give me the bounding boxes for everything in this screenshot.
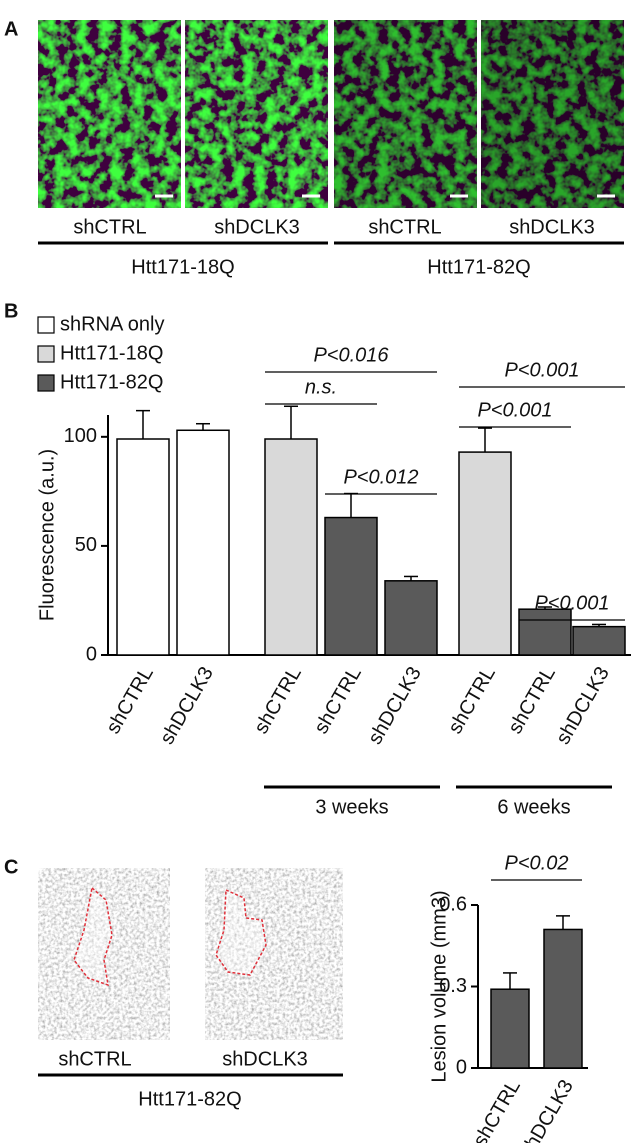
image [38, 868, 170, 1040]
caption: shDCLK3 [214, 216, 300, 238]
y-tick-label: 50 [75, 534, 97, 556]
significance-label: P<0.016 [313, 344, 389, 366]
micrographs [38, 20, 624, 208]
bar [116, 438, 170, 656]
x-tick-label: shCTRL [250, 663, 306, 738]
significance-label: P<0.02 [505, 852, 569, 874]
bar [264, 438, 318, 656]
image [334, 20, 477, 208]
legend-label: Htt171-82Q [60, 371, 163, 393]
y-axis-label: Fluorescence (a.u.) [36, 449, 58, 621]
caption: shCTRL [368, 216, 441, 238]
bar [176, 429, 230, 656]
legend-swatch [37, 374, 55, 392]
bar [518, 608, 572, 656]
caption: shCTRL [58, 1048, 131, 1070]
image [185, 20, 328, 208]
group-label: Htt171-18Q [131, 256, 234, 278]
significance-label: P<0.001 [504, 359, 579, 381]
x-tick-label: shDCLK3 [552, 663, 614, 748]
panel-label: C [4, 856, 18, 878]
panel-label: A [4, 18, 18, 40]
panel-label: B [4, 300, 18, 322]
bar [458, 451, 512, 656]
caption: shDCLK3 [509, 216, 595, 238]
legend-label: Htt171-18Q [60, 342, 163, 364]
x-tick-label: shDCLK3 [156, 663, 218, 748]
x-tick-label: shCTRL [444, 663, 500, 738]
x-tick-label: shCTRL [102, 663, 158, 738]
y-tick-label: 0 [86, 643, 97, 665]
group-label: 3 weeks [315, 796, 388, 818]
significance-label: P<0.001 [477, 399, 552, 421]
y-axis-label: Lesion volume (mm3) [428, 890, 450, 1082]
x-tick-label: shCTRL [504, 663, 560, 738]
bar [324, 516, 378, 656]
significance-label: P<0.001 [534, 592, 609, 614]
x-tick-label: shDCLK3 [516, 1076, 578, 1143]
bar [490, 988, 530, 1069]
y-tick-label: 0.3 [439, 975, 467, 997]
bar [572, 625, 626, 656]
image [38, 20, 181, 208]
bar [384, 580, 438, 656]
group-label: 6 weeks [497, 796, 570, 818]
caption: shDCLK3 [222, 1048, 308, 1070]
x-tick-label: shDCLK3 [364, 663, 426, 748]
bar [543, 928, 583, 1069]
y-tick-label: 100 [64, 425, 97, 447]
x-tick-label: shCTRL [469, 1076, 525, 1143]
significance-label: n.s. [305, 376, 337, 398]
group-label: Htt171-82Q [427, 256, 530, 278]
image [205, 868, 343, 1040]
image [481, 20, 624, 208]
group-label: Htt171-82Q [138, 1088, 241, 1110]
y-tick-label: 0.6 [439, 893, 467, 915]
legend-swatch [37, 316, 55, 334]
caption: shCTRL [73, 216, 146, 238]
significance-label: P<0.012 [343, 466, 418, 488]
y-tick-label: 0 [456, 1056, 467, 1078]
legend-label: shRNA only [60, 313, 165, 335]
x-tick-label: shCTRL [310, 663, 366, 738]
legend-swatch [37, 345, 55, 363]
histology [38, 868, 343, 1040]
